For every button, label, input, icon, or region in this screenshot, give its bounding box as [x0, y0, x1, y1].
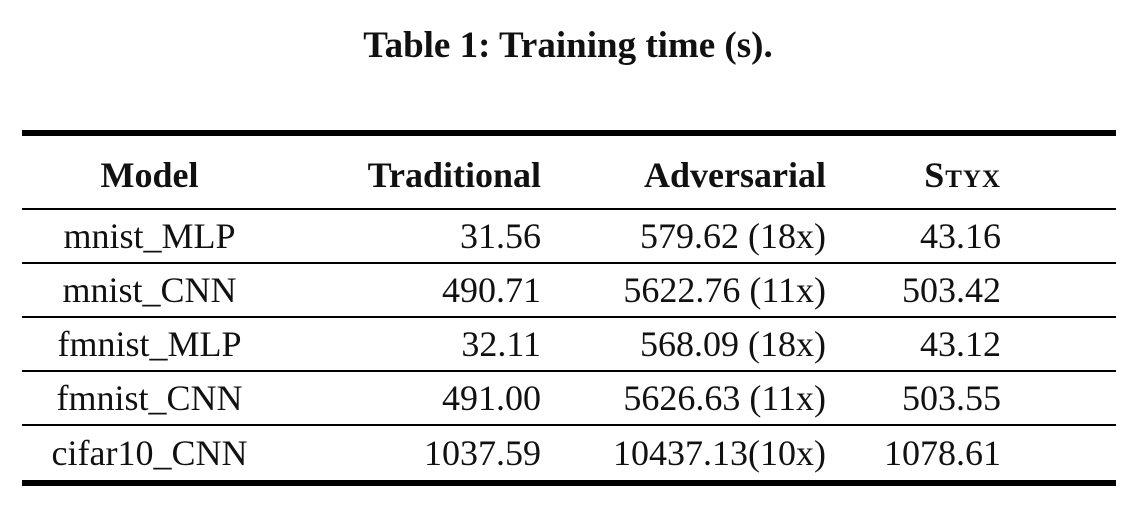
cell-adversarial: 568.09 (18x) — [541, 317, 826, 372]
training-time-table: Model Traditional Adversarial Styx mnist… — [22, 130, 1116, 486]
header-spacer — [1001, 136, 1116, 210]
table-body: mnist_MLP 31.56 579.62 (18x) 43.16 mnist… — [22, 209, 1116, 480]
cell-model: fmnist_CNN — [22, 371, 277, 426]
cell-traditional: 490.71 — [277, 263, 541, 318]
cell-styx: 1078.61 — [884, 433, 1001, 473]
cell-spacer — [1001, 317, 1116, 372]
cell-styx: 503.42 — [826, 263, 1001, 318]
header-styx: Styx — [826, 136, 1001, 210]
header-traditional: Traditional — [277, 136, 541, 210]
cell-styx: 43.12 — [826, 317, 1001, 372]
table-header: Model Traditional Adversarial Styx — [22, 136, 1116, 210]
table-row: mnist_CNN 490.71 5622.76 (11x) 503.42 — [22, 263, 1116, 318]
cell-model: mnist_MLP — [22, 209, 277, 264]
cell-spacer — [1001, 263, 1116, 318]
cell-spacer — [1001, 371, 1116, 426]
cell-model: cifar10_CNN — [51, 433, 248, 473]
cell-traditional: 32.11 — [277, 317, 541, 372]
cell-traditional: 31.56 — [277, 209, 541, 264]
table-row: fmnist_MLP 32.11 568.09 (18x) 43.12 — [22, 317, 1116, 372]
cell-adversarial: 10437.13(10x) — [613, 433, 826, 473]
table-row: mnist_MLP 31.56 579.62 (18x) 43.16 — [22, 209, 1116, 264]
header-model: Model — [22, 136, 277, 210]
header-row: Model Traditional Adversarial Styx — [22, 136, 1116, 210]
table-row: cifar10_CNN 1037.59 10437.13(10x) 1078.6… — [22, 425, 1116, 480]
cell-adversarial: 5622.76 (11x) — [541, 263, 826, 318]
cell-model: fmnist_MLP — [22, 317, 277, 372]
cell-adversarial: 5626.63 (11x) — [541, 371, 826, 426]
cell-spacer — [1001, 425, 1116, 480]
header-adversarial: Adversarial — [541, 136, 826, 210]
cell-styx: 43.16 — [826, 209, 1001, 264]
cell-styx: 503.55 — [826, 371, 1001, 426]
table-row: fmnist_CNN 491.00 5626.63 (11x) 503.55 — [22, 371, 1116, 426]
cell-spacer — [1001, 209, 1116, 264]
cell-model: mnist_CNN — [22, 263, 277, 318]
table: Model Traditional Adversarial Styx mnist… — [22, 136, 1116, 480]
table-caption: Table 1: Training time (s). — [363, 25, 773, 66]
cell-traditional: 1037.59 — [424, 433, 541, 473]
cell-adversarial: 579.62 (18x) — [541, 209, 826, 264]
cell-traditional: 491.00 — [277, 371, 541, 426]
